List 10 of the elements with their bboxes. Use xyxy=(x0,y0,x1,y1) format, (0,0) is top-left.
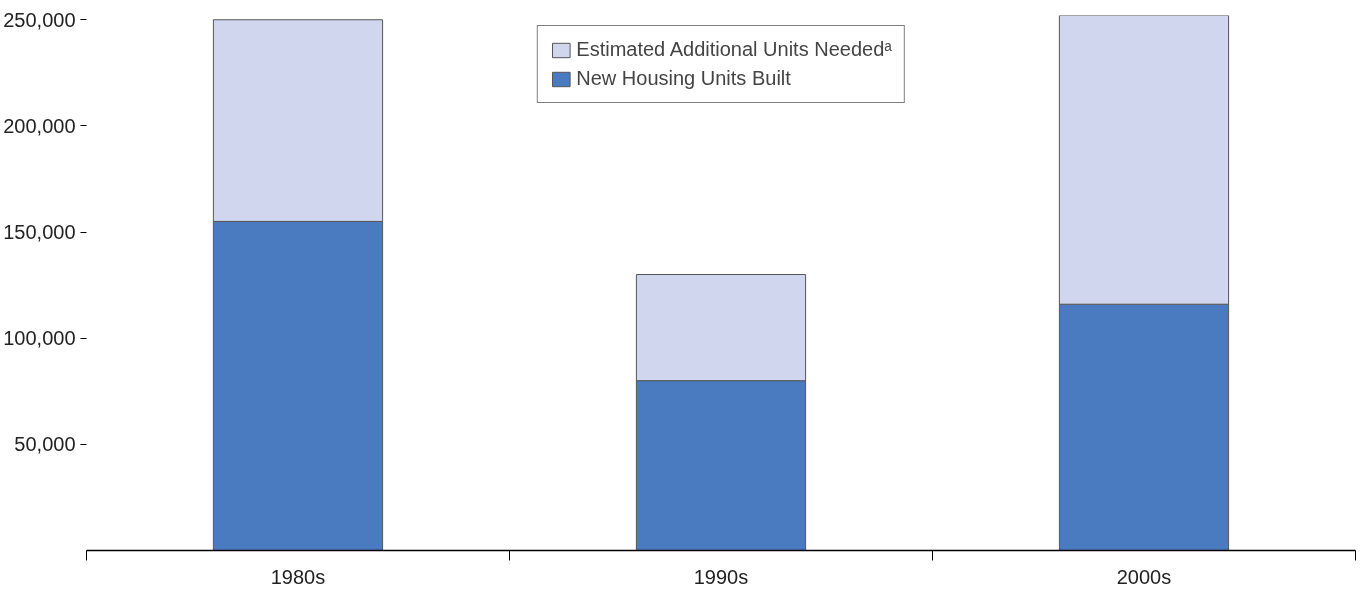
y-tick-label: 50,000 xyxy=(14,433,76,456)
y-tick-label: 200,000 xyxy=(3,114,76,137)
x-tick-label: 2000s xyxy=(1116,565,1172,588)
y-tick-label: 250,000 xyxy=(3,8,76,31)
x-tick-label: 1990s xyxy=(693,565,749,588)
x-tick-label: 1980s xyxy=(270,565,326,588)
y-tick-label: 100,000 xyxy=(3,327,76,350)
y-tick-label: 150,000 xyxy=(3,221,76,244)
legend-label: Estimated Additional Units Neededᵃ xyxy=(576,38,892,61)
legend-label: New Housing Units Built xyxy=(576,67,791,90)
